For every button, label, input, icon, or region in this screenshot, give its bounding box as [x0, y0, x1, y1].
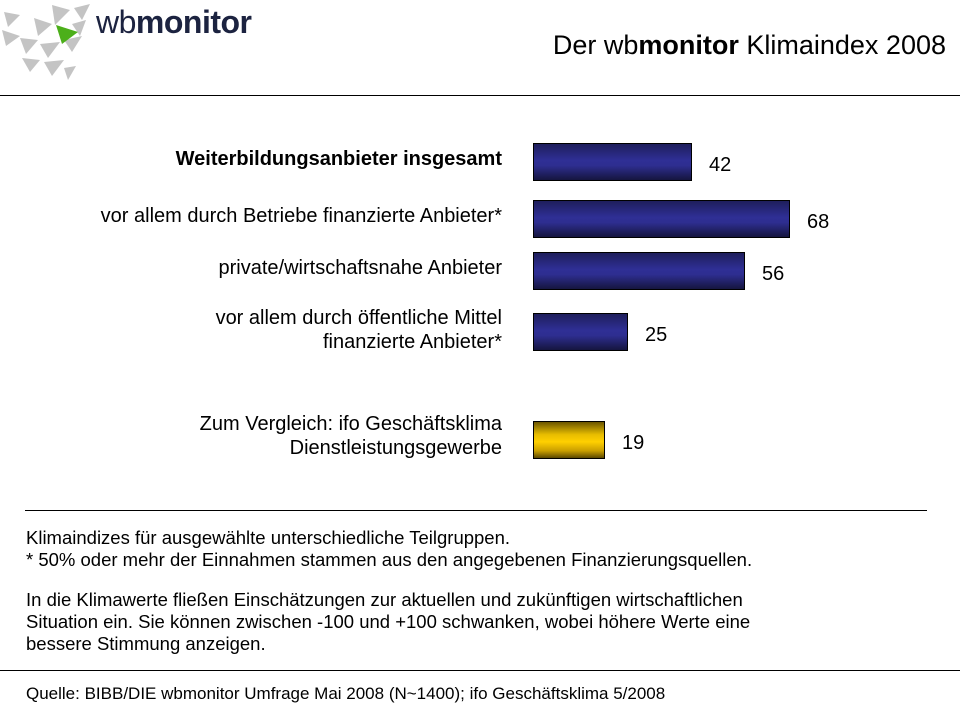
category-label: vor allem durch öffentliche Mittel finanz…: [216, 306, 502, 354]
logo-text-light: wb: [96, 4, 136, 40]
title-suffix: Klimaindex 2008: [738, 30, 946, 60]
category-label: vor allem durch Betriebe finanzierte Anb…: [101, 204, 502, 228]
category-label-line: Dienstleistungsgewerbe: [289, 437, 502, 459]
bar: [533, 313, 628, 351]
category-label: Zum Vergleich: ifo Geschäftsklima Dienstl…: [200, 412, 502, 460]
logo-wordmark: wbmonitor: [96, 4, 252, 41]
note-line-1: Klimaindizes für ausgewählte unterschied…: [26, 527, 511, 548]
logo-text-bold: monitor: [135, 4, 252, 40]
category-label: Weiterbildungsanbieter insgesamt: [176, 147, 502, 171]
category-label-line: private/wirtschaftsnahe Anbieter: [218, 257, 503, 279]
bar: [533, 252, 745, 290]
note-para-line: In die Klimawerte fließen Einschätzungen…: [26, 589, 743, 610]
notes-paragraph: In die Klimawerte fließen Einschätzungen…: [26, 589, 750, 655]
footer-divider: [0, 670, 960, 671]
bar: [533, 200, 790, 238]
category-label-line: vor allem durch öffentliche Mittel: [215, 307, 502, 329]
header-divider: [0, 95, 960, 96]
data-label: 56: [762, 263, 785, 285]
source-note: Quelle: BIBB/DIE wbmonitor Umfrage Mai 2…: [26, 684, 666, 703]
title-prefix: Der wb: [552, 30, 639, 60]
note-line-2: * 50% oder mehr der Einnahmen stammen au…: [26, 549, 753, 570]
category-label: private/wirtschaftsnahe Anbieter: [219, 256, 503, 280]
data-label: 19: [622, 432, 645, 454]
logo-triangles-icon: [2, 4, 90, 80]
bar: [533, 421, 605, 459]
category-label-line: finanzierte Anbieter*: [322, 331, 502, 353]
category-label-line: vor allem durch Betriebe finanzierte Anb…: [100, 205, 502, 227]
page-title: Der wbmonitor Klimaindex 2008: [553, 30, 946, 61]
title-bold: monitor: [638, 30, 739, 60]
data-label: 42: [709, 154, 732, 176]
data-label: 25: [645, 324, 668, 346]
bar: [533, 143, 692, 181]
note-para-line: bessere Stimmung anzeigen.: [26, 633, 266, 654]
chart-divider: [25, 510, 927, 511]
notes-block: Klimaindizes für ausgewählte unterschied…: [26, 527, 752, 571]
category-label-line: Zum Vergleich: ifo Geschäftsklima: [199, 413, 502, 435]
wbmonitor-logo: wbmonitor: [0, 0, 260, 90]
category-label-line: Weiterbildungsanbieter insgesamt: [175, 148, 502, 170]
data-label: 68: [807, 211, 830, 233]
note-para-line: Situation ein. Sie können zwischen -100 …: [26, 611, 751, 632]
